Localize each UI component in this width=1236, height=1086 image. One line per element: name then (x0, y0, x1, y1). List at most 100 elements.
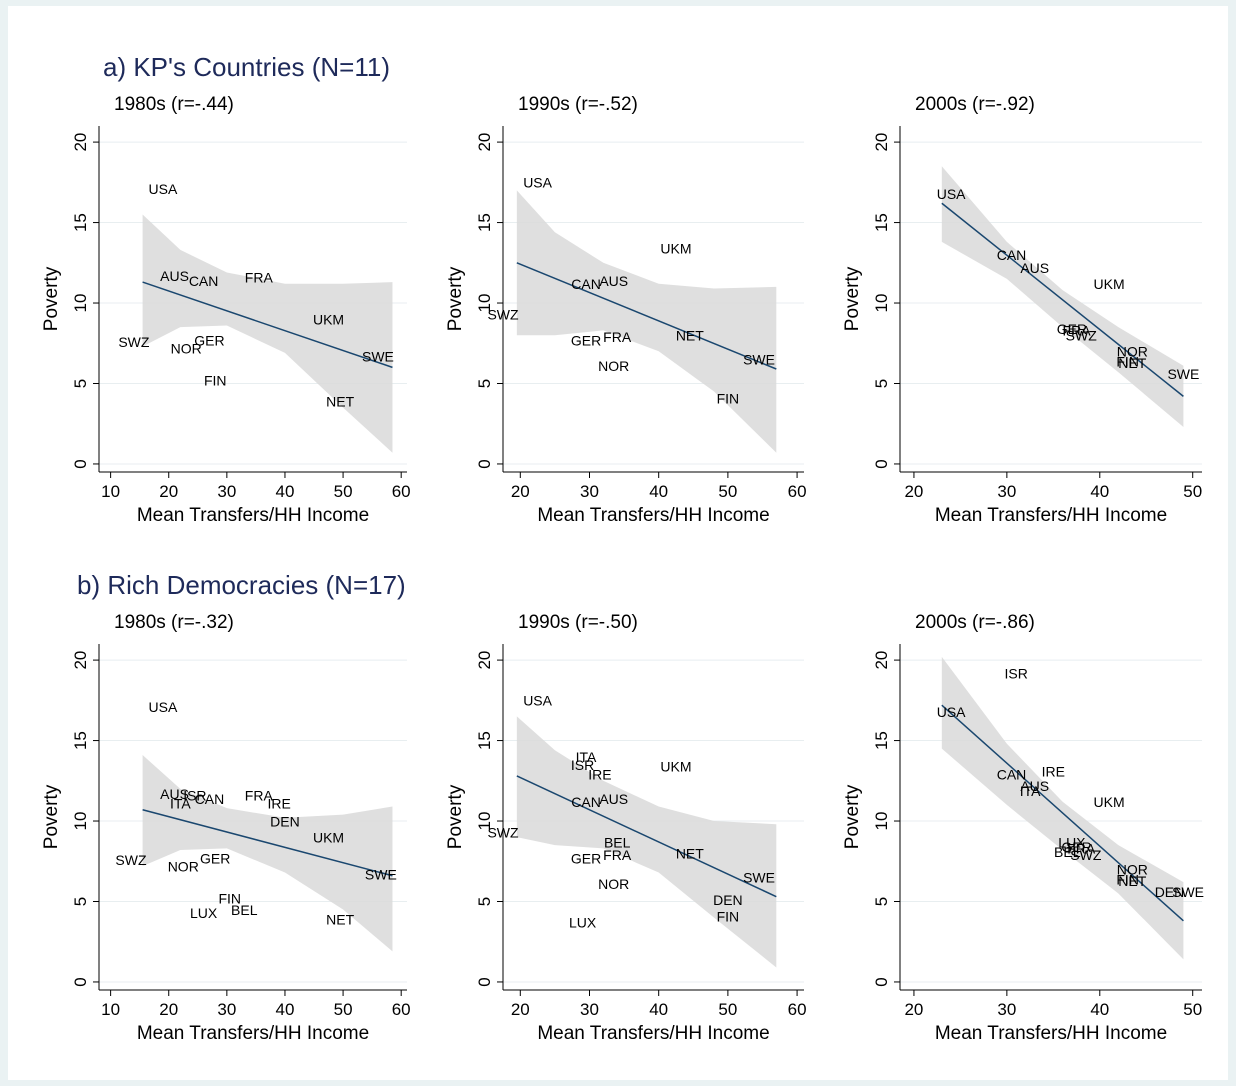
point-label-ger: GER (200, 850, 230, 866)
y-tick-label: 0 (71, 459, 90, 468)
point-label-aus: AUS (599, 273, 628, 289)
y-tick-label: 0 (872, 977, 891, 986)
point-label-swz: SWZ (487, 825, 519, 841)
y-axis-title: Poverty (842, 784, 863, 849)
point-label-ukm: UKM (313, 829, 344, 845)
point-label-nor: NOR (598, 876, 629, 892)
point-label-fra: FRA (245, 270, 274, 286)
x-tick-label: 30 (580, 1000, 599, 1019)
point-label-ger: GER (571, 332, 601, 348)
y-tick-label: 20 (71, 651, 90, 670)
x-tick-label: 30 (217, 1000, 236, 1019)
group-title-a: a) KP's Countries (N=11) (103, 52, 390, 82)
point-label-usa: USA (523, 175, 552, 191)
point-label-ger: GER (194, 332, 224, 348)
y-tick-label: 10 (71, 812, 90, 831)
x-tick-label: 20 (159, 482, 178, 501)
point-label-ita: ITA (170, 796, 191, 812)
x-axis-title: Mean Transfers/HH Income (537, 505, 769, 526)
point-label-fra: FRA (603, 847, 632, 863)
x-axis-title: Mean Transfers/HH Income (137, 505, 369, 526)
point-label-lux: LUX (569, 915, 597, 931)
point-label-can: CAN (571, 276, 601, 292)
x-tick-label: 20 (904, 1000, 923, 1019)
y-tick-label: 5 (872, 379, 891, 388)
point-label-den: DEN (713, 892, 743, 908)
point-label-ukm: UKM (1094, 794, 1125, 810)
point-label-net: NET (326, 394, 354, 410)
point-label-swz: SWZ (487, 307, 519, 323)
x-tick-label: 40 (1090, 1000, 1109, 1019)
point-label-can: CAN (571, 794, 601, 810)
y-tick-label: 0 (872, 459, 891, 468)
y-tick-label: 15 (71, 731, 90, 750)
x-tick-label: 20 (511, 482, 530, 501)
point-label-nor: NOR (168, 858, 199, 874)
x-tick-label: 50 (1183, 482, 1202, 501)
y-tick-label: 20 (872, 133, 891, 152)
point-label-net: NET (326, 912, 354, 928)
y-axis-title: Poverty (445, 784, 466, 849)
point-label-swe: SWE (743, 352, 775, 368)
x-tick-label: 50 (718, 1000, 737, 1019)
x-tick-label: 60 (392, 482, 411, 501)
y-axis-title: Poverty (41, 266, 62, 331)
y-tick-label: 10 (872, 294, 891, 313)
point-label-fin: FIN (204, 373, 227, 389)
y-tick-label: 5 (872, 897, 891, 906)
y-axis-title: Poverty (445, 266, 466, 331)
x-tick-label: 50 (1183, 1000, 1202, 1019)
x-tick-label: 30 (580, 482, 599, 501)
y-tick-label: 0 (475, 977, 494, 986)
x-tick-label: 50 (718, 482, 737, 501)
point-label-lux: LUX (190, 905, 218, 921)
y-tick-label: 15 (475, 213, 494, 232)
point-label-den: DEN (270, 813, 300, 829)
point-label-bel: BEL (231, 902, 258, 918)
x-tick-label: 30 (997, 482, 1016, 501)
point-label-usa: USA (937, 186, 966, 202)
point-label-aus: AUS (599, 791, 628, 807)
y-tick-label: 15 (475, 731, 494, 750)
x-tick-label: 40 (276, 1000, 295, 1019)
point-label-ukm: UKM (1094, 276, 1125, 292)
y-tick-label: 20 (475, 651, 494, 670)
point-label-swe: SWE (362, 348, 394, 364)
y-tick-label: 20 (71, 133, 90, 152)
point-label-usa: USA (149, 699, 178, 715)
y-tick-label: 15 (872, 731, 891, 750)
point-label-usa: USA (523, 693, 552, 709)
point-label-swz: SWZ (1066, 328, 1098, 344)
y-tick-label: 5 (475, 897, 494, 906)
point-label-net: NET (1118, 873, 1146, 889)
x-tick-label: 20 (904, 482, 923, 501)
point-label-fin: FIN (717, 908, 740, 924)
y-axis-title: Poverty (41, 784, 62, 849)
y-tick-label: 0 (71, 977, 90, 986)
x-axis-title: Mean Transfers/HH Income (935, 1023, 1167, 1044)
point-label-ire: IRE (267, 796, 290, 812)
x-axis-title: Mean Transfers/HH Income (137, 1023, 369, 1044)
x-axis-title: Mean Transfers/HH Income (537, 1023, 769, 1044)
point-label-net: NET (1118, 355, 1146, 371)
x-tick-label: 10 (101, 1000, 120, 1019)
subplot-title: 2000s (r=-.86) (915, 612, 1035, 633)
subplot-title: 1980s (r=-.44) (114, 94, 234, 115)
point-label-swe: SWE (743, 870, 775, 886)
point-label-aus: AUS (160, 268, 189, 284)
x-tick-label: 50 (334, 482, 353, 501)
point-label-ukm: UKM (660, 759, 691, 775)
y-tick-label: 20 (475, 133, 494, 152)
group-title-b: b) Rich Democracies (N=17) (77, 570, 406, 600)
y-tick-label: 10 (71, 294, 90, 313)
x-tick-label: 40 (276, 482, 295, 501)
y-tick-label: 5 (71, 897, 90, 906)
y-tick-label: 15 (71, 213, 90, 232)
x-tick-label: 30 (217, 482, 236, 501)
x-tick-label: 40 (1090, 482, 1109, 501)
x-tick-label: 40 (649, 482, 668, 501)
subplot-title: 2000s (r=-.92) (915, 94, 1035, 115)
x-tick-label: 60 (788, 1000, 807, 1019)
point-label-swz: SWZ (118, 334, 150, 350)
point-label-swe: SWE (365, 866, 397, 882)
